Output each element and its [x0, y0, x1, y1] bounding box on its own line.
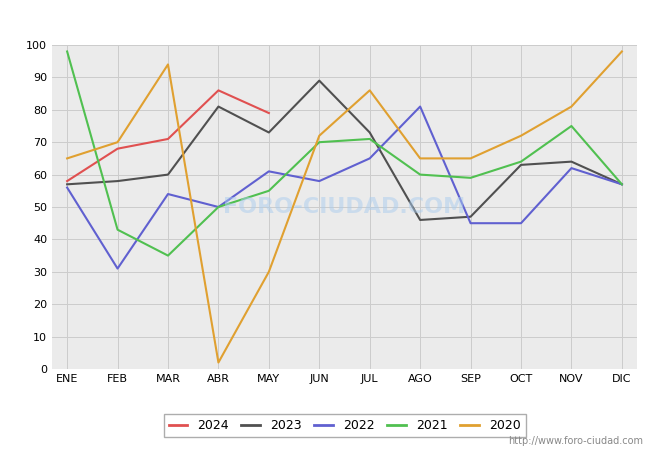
2022	[618, 182, 626, 187]
2023	[114, 178, 122, 184]
2020	[567, 104, 575, 109]
2022	[164, 191, 172, 197]
2020	[467, 156, 474, 161]
2022	[517, 220, 525, 226]
2020	[164, 62, 172, 67]
2021	[214, 204, 222, 210]
2022	[366, 156, 374, 161]
2021	[265, 188, 273, 194]
2022	[467, 220, 474, 226]
2021	[517, 159, 525, 164]
2022	[265, 169, 273, 174]
2021	[467, 175, 474, 180]
Text: http://www.foro-ciudad.com: http://www.foro-ciudad.com	[508, 436, 644, 446]
2023	[63, 182, 71, 187]
2023	[315, 78, 323, 83]
2020	[214, 360, 222, 365]
2020	[618, 49, 626, 54]
Text: FORO-CIUDAD.COM: FORO-CIUDAD.COM	[224, 197, 465, 217]
Line: 2022: 2022	[67, 107, 622, 269]
2020	[517, 133, 525, 139]
2021	[164, 253, 172, 258]
2023	[164, 172, 172, 177]
2021	[416, 172, 424, 177]
2023	[567, 159, 575, 164]
2022	[114, 266, 122, 271]
2023	[265, 130, 273, 135]
2020	[366, 88, 374, 93]
Line: 2020: 2020	[67, 51, 622, 363]
2023	[467, 214, 474, 220]
Line: 2021: 2021	[67, 51, 622, 256]
Legend: 2024, 2023, 2022, 2021, 2020: 2024, 2023, 2022, 2021, 2020	[164, 414, 525, 437]
2024	[63, 178, 71, 184]
2023	[517, 162, 525, 167]
2024	[214, 88, 222, 93]
2024	[164, 136, 172, 142]
2024	[114, 146, 122, 151]
2021	[366, 136, 374, 142]
2023	[214, 104, 222, 109]
2023	[416, 217, 424, 223]
2021	[618, 182, 626, 187]
Line: 2024: 2024	[67, 90, 269, 181]
2021	[315, 140, 323, 145]
2024	[265, 110, 273, 116]
2022	[63, 185, 71, 190]
2022	[214, 204, 222, 210]
2021	[63, 49, 71, 54]
Line: 2023: 2023	[67, 81, 622, 220]
2022	[416, 104, 424, 109]
2023	[618, 182, 626, 187]
2022	[315, 178, 323, 184]
2020	[416, 156, 424, 161]
2021	[567, 123, 575, 129]
2021	[114, 227, 122, 232]
2020	[315, 133, 323, 139]
2020	[265, 269, 273, 274]
2023	[366, 130, 374, 135]
2022	[567, 166, 575, 171]
2020	[114, 140, 122, 145]
Text: Matriculaciones de Vehiculos en Mazarrón: Matriculaciones de Vehiculos en Mazarrón	[151, 7, 499, 25]
2020	[63, 156, 71, 161]
